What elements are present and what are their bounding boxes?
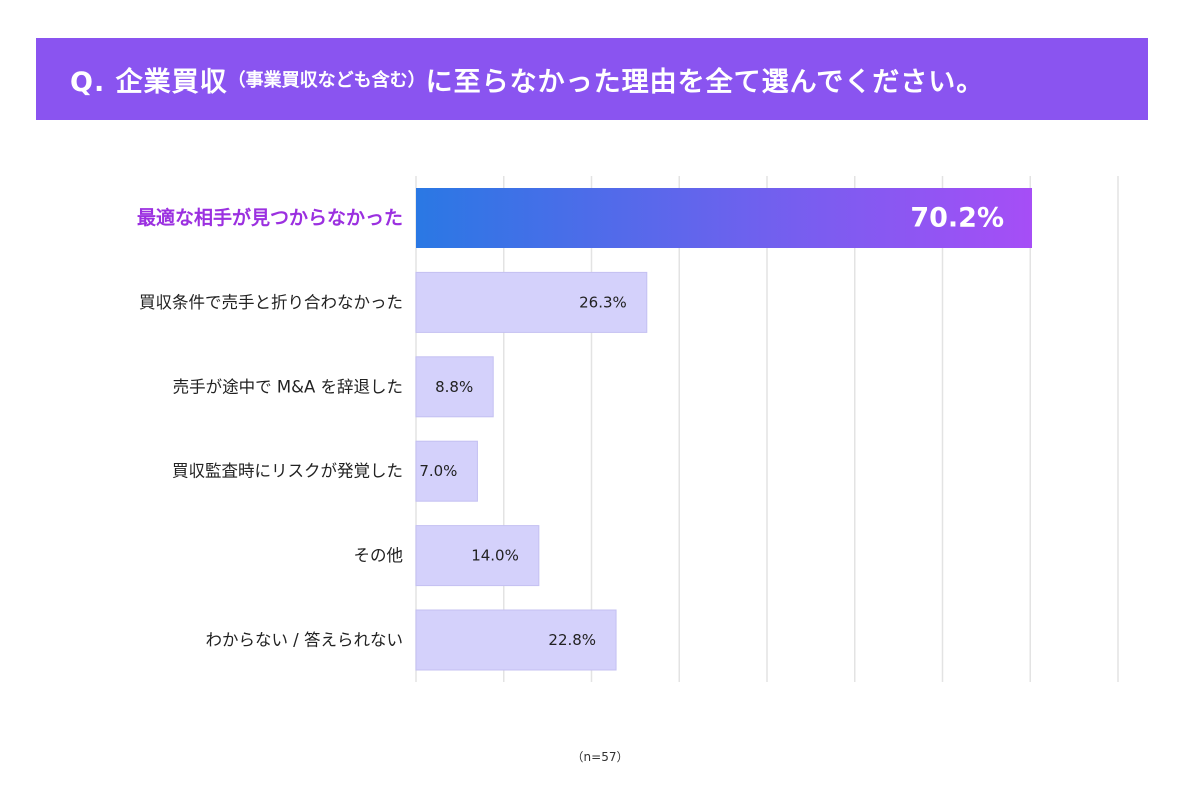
bar <box>415 356 494 418</box>
gridlines <box>415 176 1119 682</box>
bar <box>415 440 478 502</box>
category-label: 買収監査時にリスクが発覚した <box>172 462 403 481</box>
value-label: 22.8% <box>548 631 596 649</box>
value-label: 70.2% <box>910 203 1004 234</box>
question-title-suffix: に至らなかった理由を全て選んでください。 <box>425 66 985 98</box>
category-label: 買収条件で売手と折り合わなかった <box>139 293 403 312</box>
category-label: 売手が途中で M&A を辞退した <box>173 377 403 396</box>
question-title-prefix: Q. 企業買収 <box>70 66 228 98</box>
value-label: 26.3% <box>579 293 627 311</box>
category-label: 最適な相手が見つからなかった <box>137 206 403 229</box>
value-label: 14.0% <box>471 547 519 565</box>
bar <box>415 525 540 587</box>
question-title-bar: Q. 企業買収 （事業買収なども含む） に至らなかった理由を全て選んでください。 <box>36 38 1148 120</box>
bar <box>415 271 648 333</box>
category-label: その他 <box>354 546 404 565</box>
sample-size-note: （n=57） <box>571 750 629 764</box>
bars: 70.2% 26.3% 8.8% 7.0% 14.0% 22.8% <box>415 188 1033 671</box>
bar <box>416 188 1033 248</box>
category-label: わからない / 答えられない <box>205 631 403 650</box>
bar <box>415 609 617 671</box>
value-label: 8.8% <box>435 378 473 396</box>
question-title-note: （事業買収なども含む） <box>227 70 426 91</box>
value-label: 7.0% <box>419 462 457 480</box>
